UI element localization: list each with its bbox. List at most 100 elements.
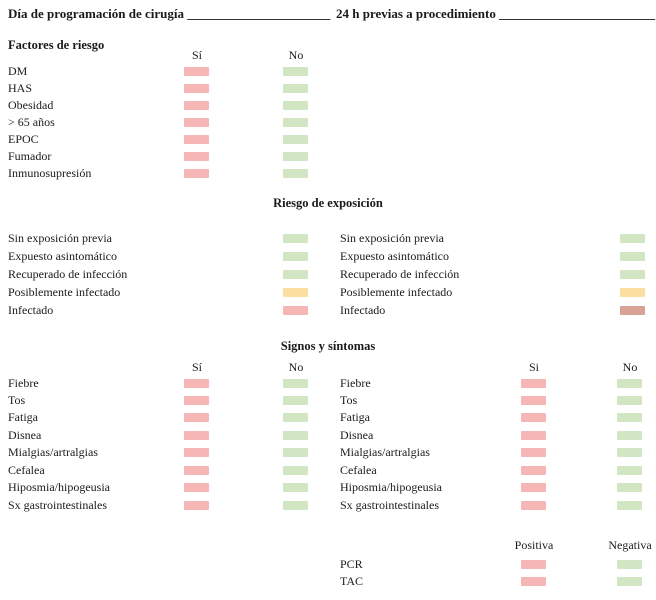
test-positive-cell <box>521 560 546 569</box>
risk-factor-label: EPOC <box>8 132 39 146</box>
exposure-row: Posiblemente infectado Posiblemente infe… <box>0 284 656 301</box>
symptom-day-si-cell <box>184 379 209 388</box>
symptom-label-day: Tos <box>8 393 26 407</box>
exposure-row: Infectado Infectado <box>0 302 656 319</box>
risk-factor-row: Obesidad <box>0 97 656 114</box>
risk-factor-label: Obesidad <box>8 98 54 112</box>
symptom-day-no-cell <box>283 448 308 457</box>
heading-risk-factors: Factores de riesgo <box>8 38 105 52</box>
symptom-label-day: Fatiga <box>8 410 38 424</box>
exposure-row: Recuperado de infección Recuperado de in… <box>0 266 656 283</box>
symptom-day-si-cell <box>184 431 209 440</box>
symptom-label-pre: Disnea <box>340 428 374 442</box>
symptom-pre-si-cell <box>521 413 546 422</box>
exposure-label-pre: Posiblemente infectado <box>340 285 453 299</box>
col-header-si-day: Sí <box>191 360 202 374</box>
symptom-label-day: Disnea <box>8 428 42 442</box>
symptom-day-no-cell <box>283 396 308 405</box>
risk-factor-row: EPOC <box>0 131 656 148</box>
test-negative-cell <box>617 560 642 569</box>
risk-si-cell <box>184 101 209 110</box>
symptom-pre-no-cell <box>617 466 642 475</box>
symptom-day-si-cell <box>184 501 209 510</box>
exposure-pre-cell <box>620 234 645 243</box>
risk-factor-row: > 65 años <box>0 114 656 131</box>
symptom-label-pre: Hiposmia/hipogeusia <box>340 480 442 494</box>
risk-no-cell <box>283 118 308 127</box>
col-header-no-day: No <box>288 360 304 374</box>
symptom-pre-si-cell <box>521 379 546 388</box>
exposure-label-day: Posiblemente infectado <box>8 285 121 299</box>
test-row: TAC <box>0 573 656 590</box>
exposure-pre-cell <box>620 288 645 297</box>
risk-factors-column-headers: Sí No <box>0 48 656 65</box>
exposure-label-pre: Sin exposición previa <box>340 231 444 245</box>
exposure-label-pre: Expuesto asintomático <box>340 249 449 263</box>
title-day-text: Día de programación de cirugía <box>8 6 184 21</box>
symptom-pre-no-cell <box>617 396 642 405</box>
symptom-day-si-cell <box>184 483 209 492</box>
symptom-row: Mialgias/artralgias Mialgias/artralgias <box>0 444 656 461</box>
symptom-row: Fiebre Fiebre <box>0 375 656 392</box>
risk-factor-label: Fumador <box>8 149 52 163</box>
exposure-label-day: Recuperado de infección <box>8 267 128 281</box>
symptom-pre-no-cell <box>617 431 642 440</box>
symptom-pre-si-cell <box>521 431 546 440</box>
test-label: TAC <box>340 574 364 588</box>
title-pre-text: 24 h previas a procedimiento <box>336 6 496 21</box>
symptom-pre-si-cell <box>521 483 546 492</box>
symptom-row: Tos Tos <box>0 392 656 409</box>
symptom-row: Cefalea Cefalea <box>0 462 656 479</box>
symptom-label-pre: Mialgias/artralgias <box>340 445 430 459</box>
exposure-day-cell <box>283 270 308 279</box>
exposure-day-cell <box>283 234 308 243</box>
risk-factor-label: DM <box>8 64 28 78</box>
symptom-day-si-cell <box>184 413 209 422</box>
symptom-label-pre: Fiebre <box>340 376 371 390</box>
fill-in-blank-pre: ________________________ <box>499 6 656 21</box>
symptom-label-pre: Sx gastrointestinales <box>340 498 439 512</box>
risk-factor-label: HAS <box>8 81 33 95</box>
exposure-label-day: Infectado <box>8 303 54 317</box>
symptom-row: Sx gastrointestinales Sx gastrointestina… <box>0 497 656 514</box>
test-row: PCR <box>0 556 656 573</box>
test-label: PCR <box>340 557 363 571</box>
symptom-day-no-cell <box>283 501 308 510</box>
risk-no-cell <box>283 67 308 76</box>
exposure-day-cell <box>283 252 308 261</box>
risk-no-cell <box>283 84 308 93</box>
risk-no-cell <box>283 169 308 178</box>
col-header-si-pre: Si <box>528 360 539 374</box>
heading-signs-symptoms: Signos y síntomas <box>280 339 376 353</box>
risk-si-cell <box>184 152 209 161</box>
exposure-pre-cell <box>620 270 645 279</box>
risk-si-cell <box>184 67 209 76</box>
risk-si-cell <box>184 118 209 127</box>
symptom-day-si-cell <box>184 396 209 405</box>
symptom-day-si-cell <box>184 448 209 457</box>
symptom-pre-no-cell <box>617 413 642 422</box>
fill-in-blank-day: ______________________ <box>187 6 331 21</box>
exposure-label-pre: Recuperado de infección <box>340 267 460 281</box>
risk-no-cell <box>283 101 308 110</box>
symptom-row: Hiposmia/hipogeusia Hiposmia/hipogeusia <box>0 479 656 496</box>
exposure-row: Expuesto asintomático Expuesto asintomát… <box>0 248 656 265</box>
symptom-pre-si-cell <box>521 448 546 457</box>
risk-factor-row: Inmunosupresión <box>0 165 656 182</box>
exposure-pre-cell <box>620 306 645 315</box>
symptom-label-pre: Fatiga <box>340 410 370 424</box>
heading-exposure-risk: Riesgo de exposición <box>273 196 383 210</box>
risk-factor-row: Fumador <box>0 148 656 165</box>
risk-si-cell <box>184 135 209 144</box>
risk-si-cell <box>184 169 209 178</box>
col-header-no-pre: No <box>622 360 638 374</box>
symptom-day-no-cell <box>283 466 308 475</box>
col-header-no: No <box>288 48 304 62</box>
risk-factor-label: Inmunosupresión <box>8 166 92 180</box>
symptom-day-no-cell <box>283 379 308 388</box>
exposure-label-day: Expuesto asintomático <box>8 249 117 263</box>
symptoms-column-headers: Sí No Si No <box>0 360 656 377</box>
symptom-label-day: Cefalea <box>8 463 45 477</box>
exposure-label-pre: Infectado <box>340 303 386 317</box>
